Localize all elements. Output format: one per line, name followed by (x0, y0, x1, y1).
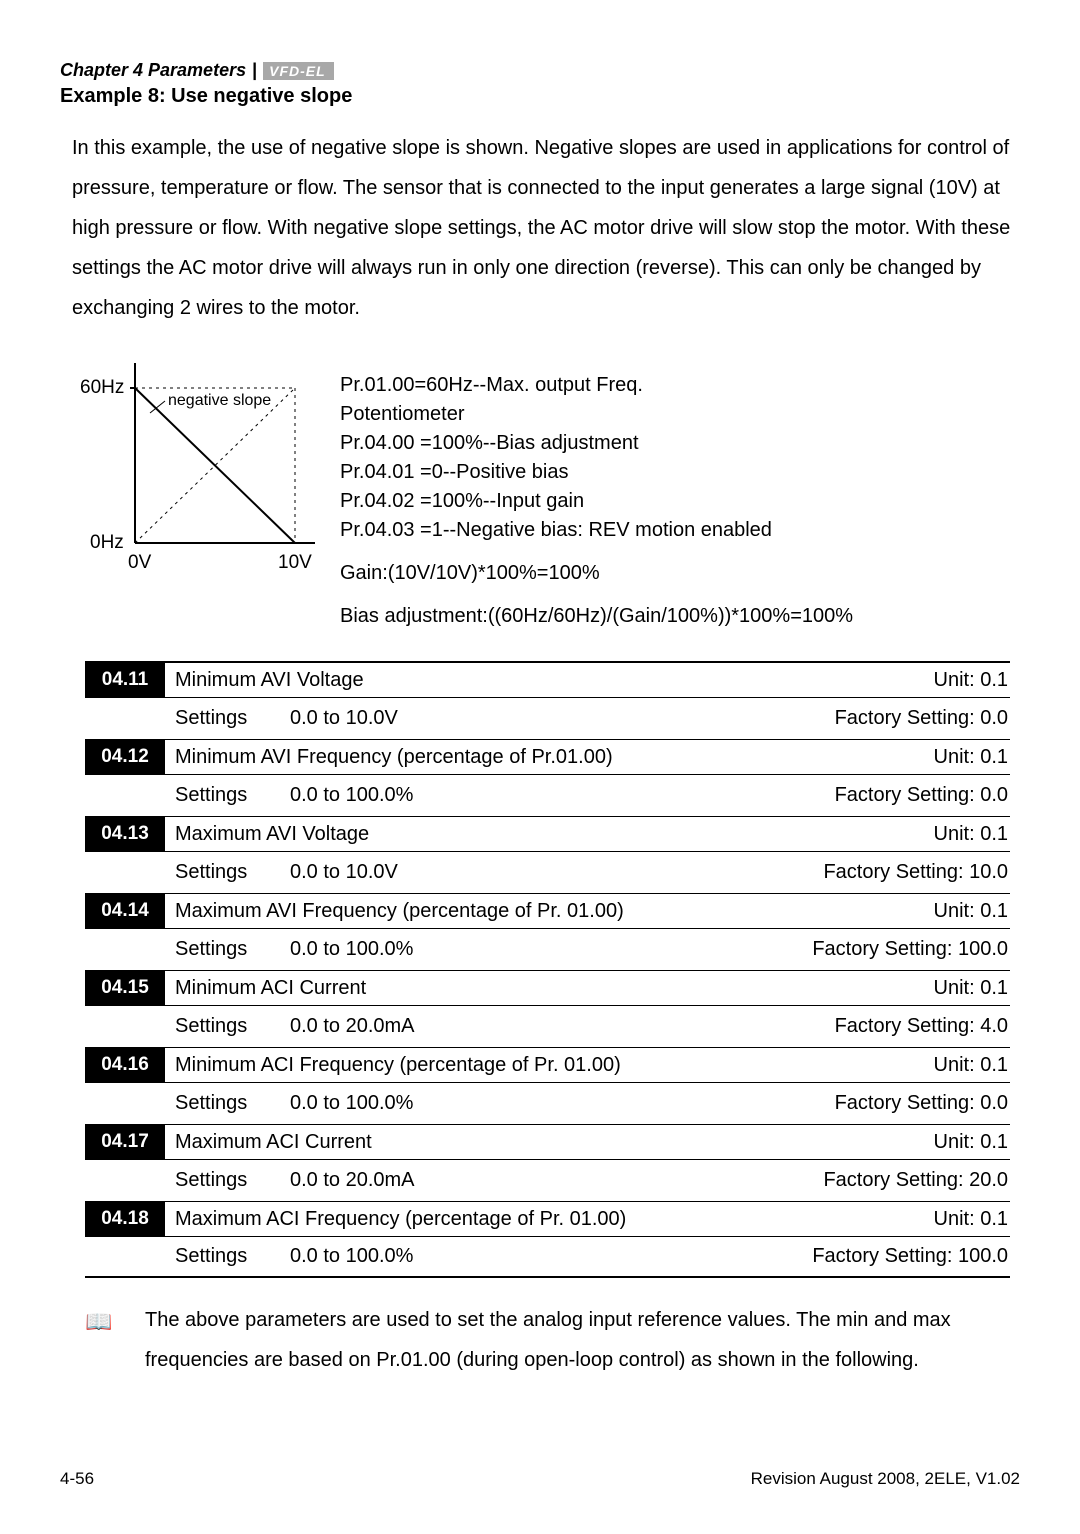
param-line: Pr.01.00=60Hz--Max. output Freq. (340, 371, 853, 400)
param-name: Maximum ACI Current (165, 1125, 934, 1159)
settings-label: Settings (165, 784, 290, 807)
note-text: The above parameters are used to set the… (145, 1300, 1020, 1380)
param-unit: Unit: 0.1 (934, 894, 1010, 928)
factory-setting: Factory Setting: 100.0 (812, 938, 1010, 961)
gain-line: Gain:(10V/10V)*100%=100% (340, 559, 853, 588)
param-unit: Unit: 0.1 (934, 1202, 1010, 1236)
settings-label: Settings (165, 1015, 290, 1038)
param-row: 04.18Maximum ACI Frequency (percentage o… (85, 1201, 1010, 1278)
factory-setting: Factory Setting: 4.0 (835, 1015, 1010, 1038)
settings-range: 0.0 to 10.0V (290, 861, 823, 884)
param-line: Potentiometer (340, 400, 853, 429)
y-bottom-label: 0Hz (90, 532, 124, 553)
page-number: 4-56 (60, 1469, 94, 1489)
example-description: In this example, the use of negative slo… (72, 128, 1020, 328)
param-name: Maximum ACI Frequency (percentage of Pr.… (165, 1202, 934, 1236)
settings-range: 0.0 to 20.0mA (290, 1015, 835, 1038)
param-row: 04.16Minimum ACI Frequency (percentage o… (85, 1047, 1010, 1124)
settings-range: 0.0 to 100.0% (290, 1092, 835, 1115)
factory-setting: Factory Setting: 0.0 (835, 707, 1010, 730)
parameter-table: 04.11Minimum AVI VoltageUnit: 0.1Setting… (85, 661, 1010, 1278)
param-unit: Unit: 0.1 (934, 1125, 1010, 1159)
param-unit: Unit: 0.1 (934, 663, 1010, 697)
param-name: Minimum AVI Voltage (165, 663, 934, 697)
settings-label: Settings (165, 1169, 290, 1192)
param-code: 04.17 (85, 1125, 165, 1159)
parameter-settings-text: Pr.01.00=60Hz--Max. output Freq. Potenti… (340, 371, 853, 631)
slope-label: negative slope (168, 392, 271, 409)
graph-box: 60Hz 0Hz 0V 10V negative slope (70, 353, 340, 583)
chapter-label: Chapter 4 Parameters (60, 60, 246, 81)
param-line: Pr.04.03 =1--Negative bias: REV motion e… (340, 516, 853, 545)
settings-label: Settings (165, 1092, 290, 1115)
settings-range: 0.0 to 20.0mA (290, 1169, 823, 1192)
param-line: Pr.04.02 =100%--Input gain (340, 487, 853, 516)
factory-setting: Factory Setting: 100.0 (812, 1245, 1010, 1268)
factory-setting: Factory Setting: 10.0 (823, 861, 1010, 884)
param-code: 04.16 (85, 1048, 165, 1082)
product-logo: VFD-EL (263, 62, 334, 80)
settings-label: Settings (165, 861, 290, 884)
param-unit: Unit: 0.1 (934, 817, 1010, 851)
x-right-label: 10V (278, 552, 312, 573)
param-code: 04.14 (85, 894, 165, 928)
bias-line: Bias adjustment:((60Hz/60Hz)/(Gain/100%)… (340, 602, 853, 631)
param-code: 04.15 (85, 971, 165, 1005)
settings-label: Settings (165, 707, 290, 730)
param-row: 04.12Minimum AVI Frequency (percentage o… (85, 739, 1010, 816)
param-row: 04.17Maximum ACI CurrentUnit: 0.1 Setting… (85, 1124, 1010, 1201)
param-line: Pr.04.00 =100%--Bias adjustment (340, 429, 853, 458)
chapter-header: Chapter 4 Parameters | VFD-EL (60, 60, 1020, 81)
example-title: Example 8: Use negative slope (60, 85, 1020, 108)
param-row: 04.13Maximum AVI VoltageUnit: 0.1 Setting… (85, 816, 1010, 893)
param-name: Maximum AVI Frequency (percentage of Pr.… (165, 894, 934, 928)
param-name: Minimum ACI Current (165, 971, 934, 1005)
param-row: 04.14Maximum AVI Frequency (percentage o… (85, 893, 1010, 970)
negative-slope-graph: 60Hz 0Hz 0V 10V negative slope (70, 353, 340, 583)
settings-label: Settings (165, 1245, 290, 1268)
param-line: Pr.04.01 =0--Positive bias (340, 458, 853, 487)
settings-range: 0.0 to 100.0% (290, 938, 812, 961)
settings-label: Settings (165, 938, 290, 961)
param-code: 04.18 (85, 1202, 165, 1236)
param-row: 04.15Minimum ACI CurrentUnit: 0.1 Setting… (85, 970, 1010, 1047)
note-section: 📖 The above parameters are used to set t… (85, 1300, 1020, 1380)
settings-range: 0.0 to 100.0% (290, 1245, 812, 1268)
param-row: 04.11Minimum AVI VoltageUnit: 0.1 Setting… (85, 661, 1010, 739)
param-name: Minimum ACI Frequency (percentage of Pr.… (165, 1048, 934, 1082)
param-name: Minimum AVI Frequency (percentage of Pr.… (165, 740, 934, 774)
page-footer: 4-56 Revision August 2008, 2ELE, V1.02 (60, 1469, 1020, 1489)
param-code: 04.11 (85, 663, 165, 697)
revision-text: Revision August 2008, 2ELE, V1.02 (751, 1469, 1020, 1489)
settings-range: 0.0 to 100.0% (290, 784, 835, 807)
diagram-area: 60Hz 0Hz 0V 10V negative slope Pr.01.00=… (70, 353, 1020, 631)
param-code: 04.13 (85, 817, 165, 851)
param-unit: Unit: 0.1 (934, 1048, 1010, 1082)
factory-setting: Factory Setting: 0.0 (835, 1092, 1010, 1115)
param-unit: Unit: 0.1 (934, 740, 1010, 774)
param-code: 04.12 (85, 740, 165, 774)
book-icon: 📖 (85, 1300, 145, 1380)
settings-range: 0.0 to 10.0V (290, 707, 835, 730)
y-top-label: 60Hz (80, 377, 124, 398)
factory-setting: Factory Setting: 0.0 (835, 784, 1010, 807)
param-name: Maximum AVI Voltage (165, 817, 934, 851)
factory-setting: Factory Setting: 20.0 (823, 1169, 1010, 1192)
chapter-pipe: | (252, 60, 257, 81)
param-unit: Unit: 0.1 (934, 971, 1010, 1005)
x-left-label: 0V (128, 552, 152, 573)
